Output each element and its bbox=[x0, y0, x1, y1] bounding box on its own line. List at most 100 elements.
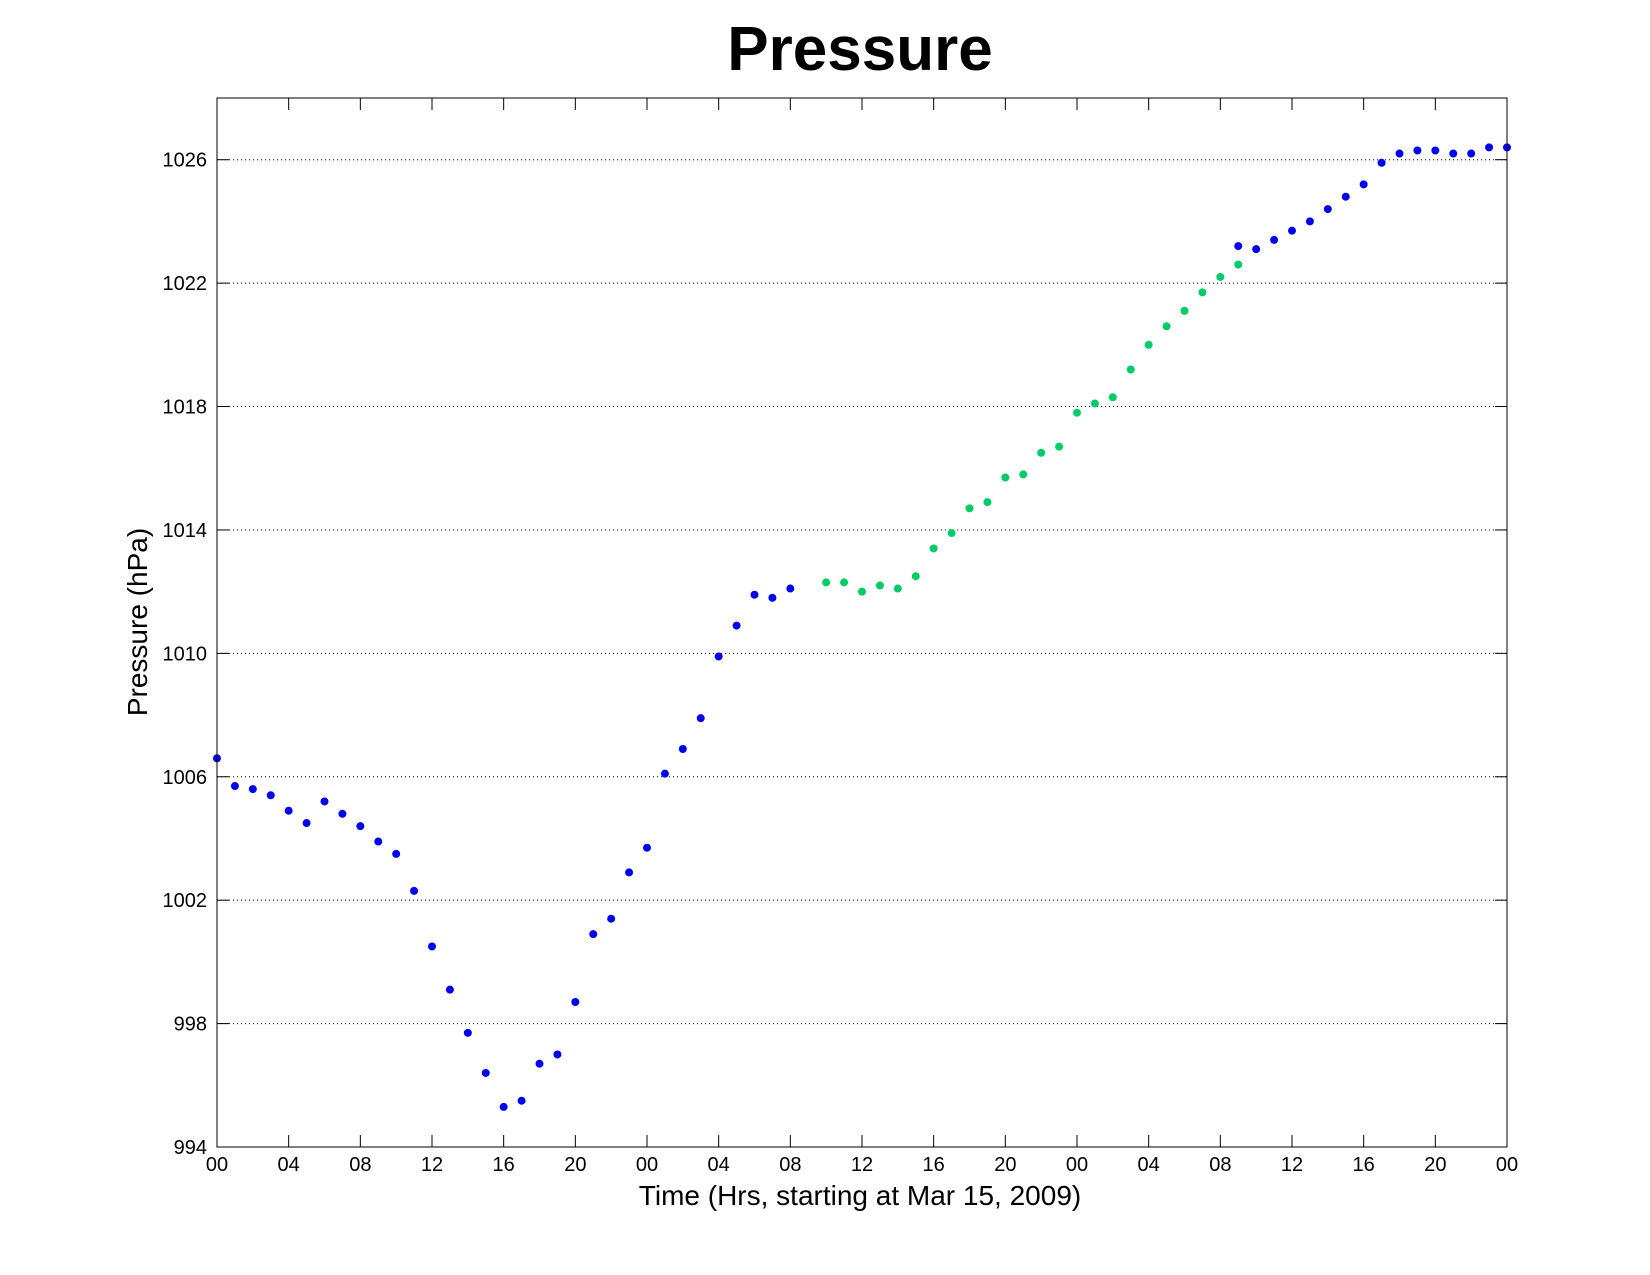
data-point bbox=[1395, 149, 1404, 158]
data-point bbox=[320, 797, 329, 806]
data-point bbox=[660, 769, 669, 778]
data-point bbox=[517, 1096, 526, 1105]
data-point bbox=[965, 504, 974, 513]
y-tick-label: 1002 bbox=[163, 890, 208, 912]
data-point bbox=[1234, 260, 1243, 269]
data-point bbox=[1198, 288, 1207, 297]
y-tick-label: 998 bbox=[174, 1014, 207, 1036]
data-point bbox=[338, 809, 347, 818]
data-point bbox=[1323, 205, 1332, 214]
x-tick-label: 16 bbox=[923, 1154, 945, 1176]
data-point bbox=[1467, 149, 1476, 158]
y-tick-label: 1010 bbox=[163, 643, 208, 665]
x-tick-label: 04 bbox=[708, 1154, 730, 1176]
x-axis-label: Time (Hrs, starting at Mar 15, 2009) bbox=[639, 1180, 1081, 1211]
data-point bbox=[929, 544, 938, 553]
data-point bbox=[696, 714, 705, 723]
data-point bbox=[553, 1050, 562, 1059]
data-point bbox=[1431, 146, 1440, 155]
x-tick-label: 12 bbox=[1281, 1154, 1303, 1176]
x-tick-label: 16 bbox=[1353, 1154, 1375, 1176]
data-point bbox=[1090, 399, 1099, 408]
data-point bbox=[1341, 192, 1350, 201]
x-tick-label: 00 bbox=[206, 1154, 228, 1176]
x-tick-label: 04 bbox=[278, 1154, 300, 1176]
x-tick-label: 16 bbox=[493, 1154, 515, 1176]
y-tick-label: 1014 bbox=[163, 520, 208, 542]
data-point bbox=[266, 791, 275, 800]
data-point bbox=[1252, 245, 1261, 254]
x-tick-label: 08 bbox=[349, 1154, 371, 1176]
data-point bbox=[1305, 217, 1314, 226]
data-point bbox=[983, 498, 992, 507]
data-point bbox=[1485, 143, 1494, 152]
data-point bbox=[786, 584, 795, 593]
x-tick-label: 04 bbox=[1138, 1154, 1160, 1176]
data-point bbox=[822, 578, 831, 587]
data-point bbox=[1413, 146, 1422, 155]
data-point bbox=[1288, 226, 1296, 235]
y-tick-label: 994 bbox=[174, 1137, 207, 1159]
x-tick-label: 00 bbox=[1066, 1154, 1088, 1176]
x-tick-label: 12 bbox=[421, 1154, 443, 1176]
data-point bbox=[410, 886, 419, 895]
data-point bbox=[356, 822, 365, 831]
data-point bbox=[1377, 158, 1386, 167]
data-point bbox=[947, 529, 956, 538]
data-point bbox=[1108, 393, 1117, 402]
data-point bbox=[911, 572, 920, 581]
data-point bbox=[392, 849, 401, 858]
x-tick-label: 08 bbox=[1209, 1154, 1231, 1176]
chart-title: Pressure bbox=[727, 15, 992, 84]
data-point bbox=[714, 652, 723, 661]
data-point bbox=[625, 868, 634, 877]
data-point bbox=[248, 785, 257, 794]
x-tick-label: 20 bbox=[1424, 1154, 1446, 1176]
x-tick-label: 12 bbox=[851, 1154, 873, 1176]
data-point bbox=[678, 744, 687, 753]
data-point bbox=[445, 985, 454, 994]
data-point bbox=[1270, 235, 1279, 244]
data-points bbox=[213, 143, 1511, 1111]
data-point bbox=[302, 819, 311, 828]
x-tick-label: 20 bbox=[564, 1154, 586, 1176]
plot-frame bbox=[216, 97, 1508, 1148]
data-point bbox=[1449, 149, 1458, 158]
y-axis-label: Pressure (hPa) bbox=[122, 528, 153, 716]
data-point bbox=[1359, 180, 1368, 189]
data-point bbox=[893, 584, 902, 593]
data-point bbox=[1073, 408, 1081, 417]
grid-lines bbox=[217, 159, 1507, 1025]
data-point bbox=[374, 837, 383, 846]
data-point bbox=[1055, 442, 1064, 451]
data-point bbox=[1001, 473, 1010, 482]
y-tick-label: 1026 bbox=[163, 150, 208, 172]
y-tick-label: 1018 bbox=[163, 397, 208, 419]
data-point bbox=[858, 587, 866, 596]
data-point bbox=[1162, 322, 1171, 331]
data-point bbox=[481, 1068, 490, 1077]
data-point bbox=[230, 782, 239, 791]
data-point bbox=[1216, 272, 1225, 281]
data-point bbox=[589, 930, 598, 939]
x-tick-label: 08 bbox=[779, 1154, 801, 1176]
x-tick-label: 00 bbox=[636, 1154, 658, 1176]
data-point bbox=[571, 997, 580, 1006]
x-tick-label: 20 bbox=[994, 1154, 1016, 1176]
y-tick-label: 1022 bbox=[163, 273, 208, 295]
data-point bbox=[1126, 365, 1135, 374]
y-tick-label: 1006 bbox=[163, 767, 208, 789]
data-point bbox=[732, 621, 741, 630]
data-point bbox=[607, 914, 616, 923]
x-tick-label: 00 bbox=[1496, 1154, 1518, 1176]
data-point bbox=[840, 578, 849, 587]
data-point bbox=[1144, 340, 1153, 349]
data-point bbox=[463, 1028, 472, 1037]
data-point bbox=[750, 590, 759, 599]
data-point bbox=[768, 593, 777, 602]
axis-ticks: 994 998 1002 1006 1010 1014 1018 1022 1026 00 04 08… bbox=[163, 98, 1518, 1176]
data-point bbox=[1234, 242, 1243, 251]
data-point bbox=[643, 843, 651, 852]
data-point bbox=[499, 1102, 508, 1111]
